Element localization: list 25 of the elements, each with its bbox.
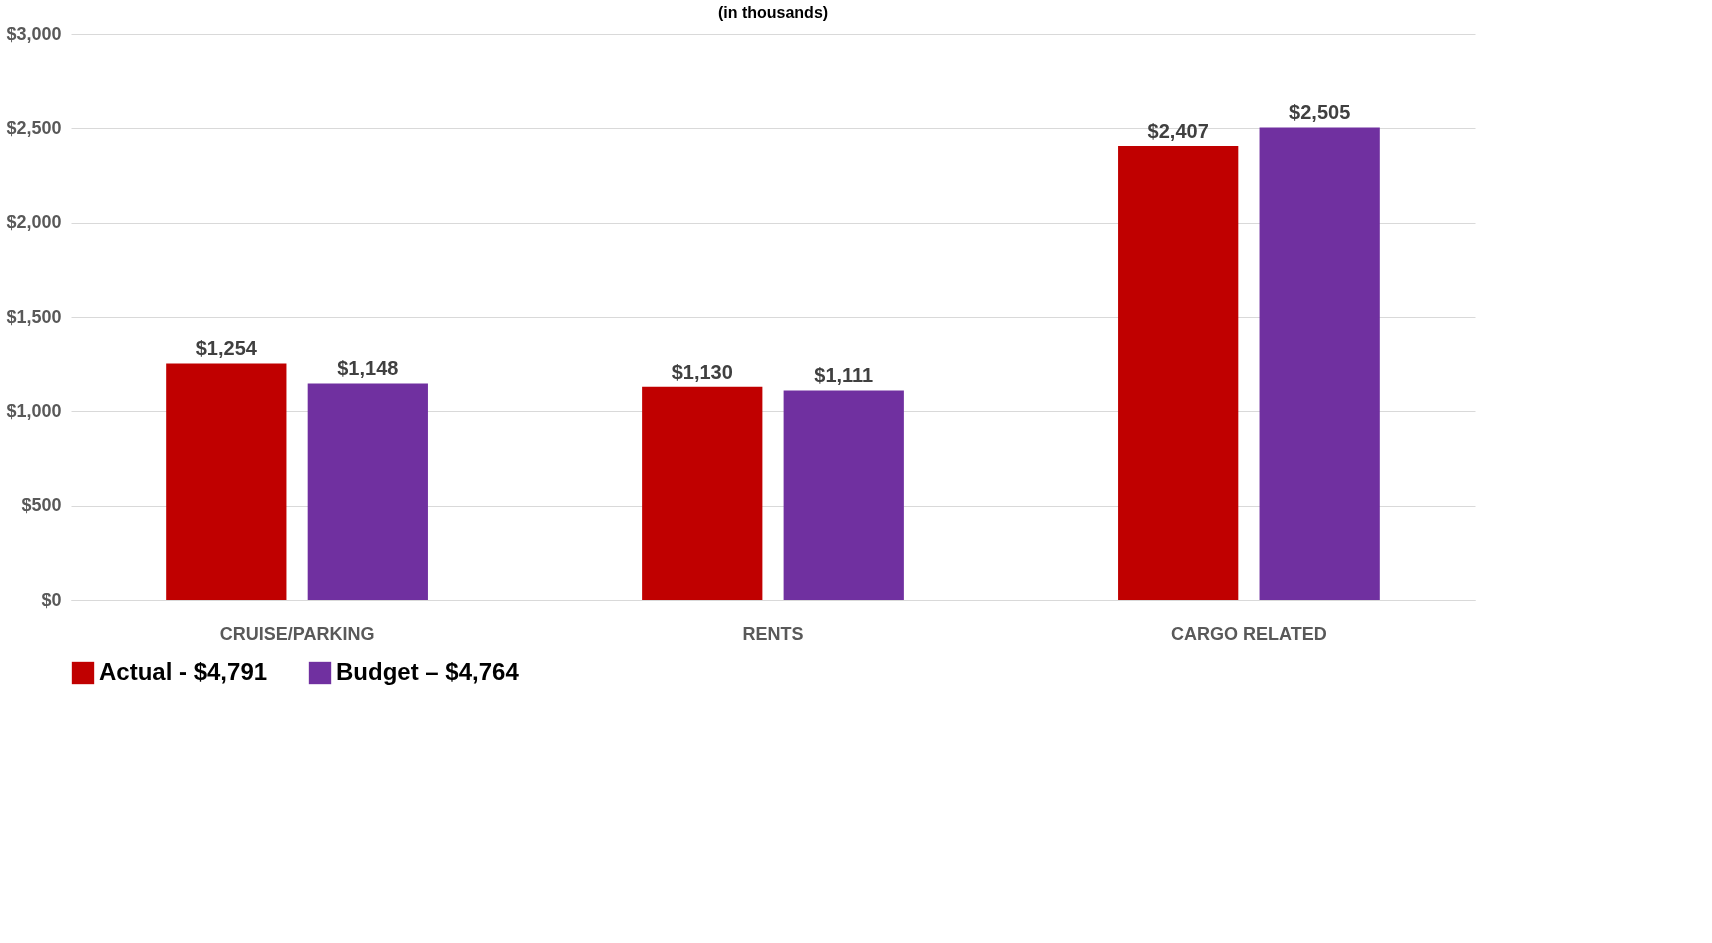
y-tick-label: $3,000: [6, 23, 62, 44]
x-tick-label: CARGO RELATED: [1171, 623, 1327, 644]
bar: [1118, 145, 1239, 600]
bar: [1259, 127, 1380, 600]
y-tick-label: $1,000: [6, 400, 62, 421]
bar: [642, 386, 763, 600]
x-tick-label: RENTS: [742, 623, 804, 644]
data-label: $1,148: [337, 357, 399, 380]
bar: [783, 390, 904, 600]
legend-label: Budget – $4,764: [336, 658, 520, 685]
bar: [307, 383, 428, 600]
y-tick-label: $500: [21, 495, 62, 516]
data-label: $2,407: [1147, 119, 1209, 142]
legend-label: Actual - $4,791: [99, 658, 268, 685]
bar: [166, 363, 287, 600]
y-tick-label: $1,500: [6, 306, 62, 327]
data-label: $1,130: [671, 360, 733, 383]
data-label: $2,505: [1289, 101, 1351, 124]
data-label: $1,254: [195, 337, 258, 360]
x-tick-label: CRUISE/PARKING: [219, 623, 375, 644]
y-tick-label: $2,500: [6, 117, 62, 138]
y-tick-label: $0: [41, 589, 62, 610]
chart-title: (in thousands): [717, 4, 829, 21]
data-label: $1,111: [814, 364, 874, 387]
y-tick-label: $2,000: [6, 212, 62, 233]
